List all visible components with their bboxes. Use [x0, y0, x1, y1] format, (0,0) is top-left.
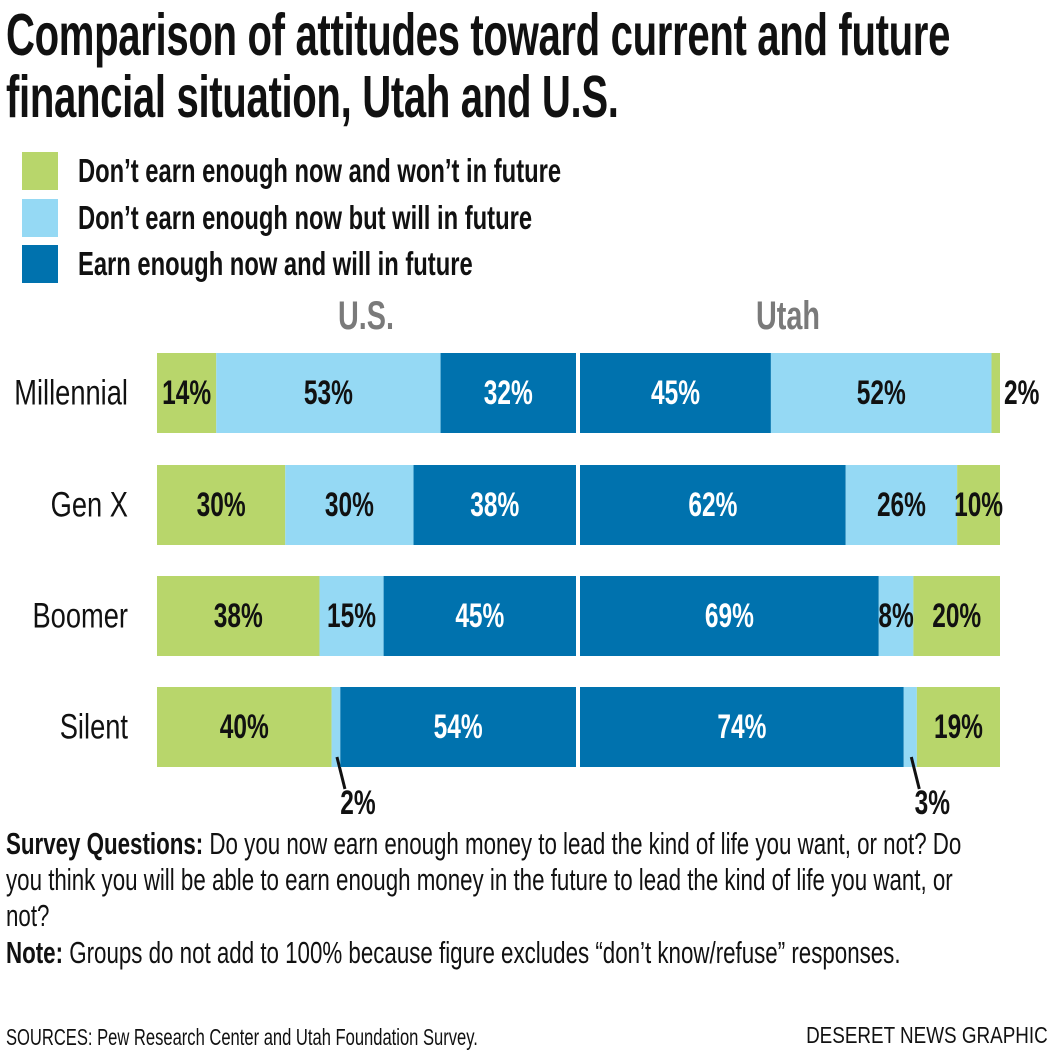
data-label: 14%: [162, 374, 211, 412]
bar-segment-earn: [340, 687, 576, 767]
bar-segment-wont: [991, 353, 1000, 433]
survey-label: Survey Questions:: [6, 826, 204, 861]
panel-heading-us: U.S.: [338, 294, 394, 339]
data-label: 10%: [954, 486, 1003, 524]
legend-label: Don’t earn enough now but will in future: [78, 199, 533, 236]
bar-chart: U.S. Utah Millennial 14% 53% 32% 45% 52% 2% Gen X…: [14, 294, 1039, 820]
chart-title: Comparison of attitudes toward current a…: [6, 2, 951, 130]
data-label: 26%: [877, 486, 926, 524]
bar-segment-will: [319, 576, 384, 656]
data-label: 30%: [325, 486, 374, 524]
bar-segment-earn: [440, 353, 576, 433]
legend-label: Earn enough now and will in future: [78, 245, 473, 282]
bar-segment-earn: [580, 687, 904, 767]
row-label: Millennial: [14, 373, 128, 412]
note: Note: Groups do not add to 100% because …: [6, 935, 1000, 971]
data-label: 3%: [915, 784, 950, 820]
data-label: 53%: [304, 374, 353, 412]
bar-segment-wont: [157, 687, 332, 767]
row-label: Silent: [60, 707, 129, 746]
legend-label: Don’t earn enough now and won’t in futur…: [78, 152, 562, 189]
bar-segment-will: [770, 353, 992, 433]
bar-segment-wont: [916, 687, 1000, 767]
data-label: 40%: [220, 708, 269, 746]
data-label: 62%: [688, 486, 737, 524]
bar-segment-wont: [157, 465, 286, 545]
bar-segment-will: [878, 576, 914, 656]
bar-segment-earn: [383, 576, 576, 656]
leader-line: [335, 756, 347, 790]
data-label: 19%: [934, 708, 983, 746]
data-label: 8%: [878, 597, 913, 635]
legend-swatch-lightblue: [22, 199, 58, 237]
notes: Survey Questions: Do you now earn enough…: [6, 826, 1000, 972]
data-label: 2%: [340, 784, 375, 820]
survey-text: Do you now earn enough money to lead the…: [6, 826, 962, 933]
data-label: 74%: [717, 708, 766, 746]
bar-segment-will: [331, 687, 341, 767]
sources: SOURCES: Pew Research Center and Utah Fo…: [6, 1024, 478, 1050]
bar-segment-earn: [580, 576, 879, 656]
panel-heading-utah: Utah: [756, 294, 820, 339]
bar-segment-wont: [157, 353, 217, 433]
legend-swatch-green: [22, 152, 58, 190]
bar-segment-wont: [957, 465, 1000, 545]
note-label: Note:: [6, 935, 64, 970]
credit: DESERET NEWS GRAPHIC: [806, 1022, 1048, 1048]
data-label: 38%: [470, 486, 519, 524]
data-label: 20%: [932, 597, 981, 635]
data-label: 45%: [651, 374, 700, 412]
bar-segment-earn: [580, 465, 846, 545]
bar-segment-earn: [413, 465, 576, 545]
note-text: Groups do not add to 100% because figure…: [63, 935, 901, 970]
row-label: Gen X: [51, 485, 128, 524]
data-label: 54%: [434, 708, 483, 746]
data-label: 38%: [214, 597, 263, 635]
bar-segment-will: [903, 687, 917, 767]
data-label: 32%: [484, 374, 533, 412]
leader-line: [909, 756, 921, 790]
data-label: 69%: [705, 597, 754, 635]
data-label: 30%: [197, 486, 246, 524]
survey-questions: Survey Questions: Do you now earn enough…: [6, 826, 1000, 934]
row-label: Boomer: [32, 596, 128, 635]
bar-segment-earn: [580, 353, 771, 433]
bar-segment-will: [285, 465, 414, 545]
legend-swatch-darkblue: [22, 245, 58, 283]
bar-segment-wont: [157, 576, 320, 656]
data-label: 15%: [327, 597, 376, 635]
data-label: 45%: [455, 597, 504, 635]
bar-segment-will: [216, 353, 441, 433]
bar-segment-will: [845, 465, 958, 545]
bar-segment-wont: [913, 576, 1000, 656]
data-label: 52%: [857, 374, 906, 412]
data-label: 2%: [1004, 374, 1039, 412]
